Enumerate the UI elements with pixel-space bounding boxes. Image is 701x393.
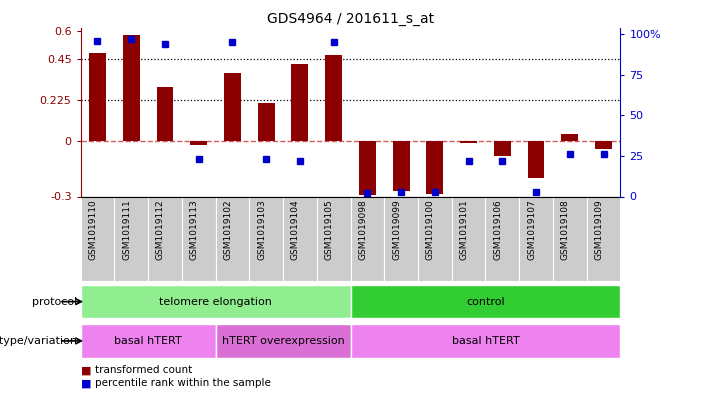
Text: GSM1019107: GSM1019107 [527,199,536,260]
Text: GSM1019109: GSM1019109 [594,199,604,260]
Bar [216,324,350,358]
Text: GSM1019098: GSM1019098 [358,199,367,260]
Text: GSM1019104: GSM1019104 [291,199,300,260]
Bar [258,103,275,141]
Text: hTERT overexpression: hTERT overexpression [222,336,344,346]
Bar [114,196,148,281]
Bar [250,196,283,281]
Text: telomere elongation: telomere elongation [159,297,272,307]
Bar [418,196,451,281]
Bar [350,285,620,318]
Text: GSM1019099: GSM1019099 [392,199,401,260]
Text: genotype/variation: genotype/variation [0,336,77,346]
Text: control: control [466,297,505,307]
Bar [595,141,612,149]
Bar [553,196,587,281]
Bar [587,196,620,281]
Bar [224,73,241,141]
Text: percentile rank within the sample: percentile rank within the sample [95,378,271,388]
Bar [283,196,317,281]
Bar [292,64,308,141]
Text: ■: ■ [81,365,91,375]
Bar [81,285,350,318]
Bar [384,196,418,281]
Text: GSM1019110: GSM1019110 [88,199,97,260]
Bar [123,35,139,141]
Text: GSM1019100: GSM1019100 [426,199,435,260]
Bar [216,196,250,281]
Bar [426,141,443,194]
Bar [350,196,384,281]
Bar [89,53,106,141]
Text: GSM1019113: GSM1019113 [190,199,198,260]
Bar [350,324,620,358]
Bar [182,196,216,281]
Text: GSM1019108: GSM1019108 [561,199,570,260]
Text: GSM1019112: GSM1019112 [156,199,165,260]
Bar [190,141,207,145]
Bar [562,134,578,141]
Bar [393,141,409,191]
Bar [81,196,114,281]
Text: GSM1019103: GSM1019103 [257,199,266,260]
Text: GSM1019111: GSM1019111 [122,199,131,260]
Bar [359,141,376,195]
Bar [325,55,342,141]
Text: basal hTERT: basal hTERT [114,336,182,346]
Text: GSM1019102: GSM1019102 [224,199,233,260]
Bar [485,196,519,281]
Title: GDS4964 / 201611_s_at: GDS4964 / 201611_s_at [267,13,434,26]
Text: GSM1019105: GSM1019105 [325,199,334,260]
Bar [148,196,182,281]
Bar [451,196,485,281]
Text: GSM1019106: GSM1019106 [494,199,503,260]
Text: basal hTERT: basal hTERT [451,336,519,346]
Bar [528,141,545,178]
Bar [494,141,511,156]
Text: ■: ■ [81,378,91,388]
Bar [519,196,553,281]
Text: transformed count: transformed count [95,365,192,375]
Bar [460,141,477,143]
Bar [156,87,173,141]
Text: protocol: protocol [32,297,77,307]
Bar [317,196,350,281]
Text: GSM1019101: GSM1019101 [460,199,468,260]
Bar [81,324,216,358]
